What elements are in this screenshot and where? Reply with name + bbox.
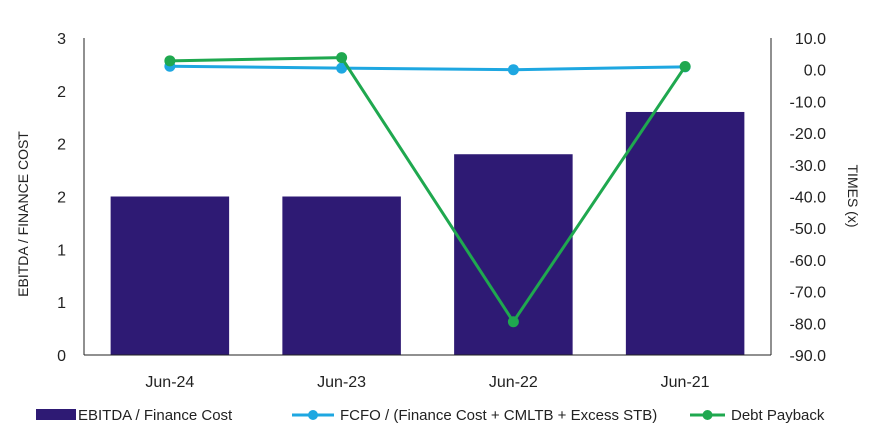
lines-layer <box>164 52 691 328</box>
left-axis-title: EBITDA / FINANCE COST <box>15 131 31 297</box>
left-tick-label: 1 <box>57 295 66 312</box>
left-tick-label: 3 <box>57 31 66 48</box>
left-tick-label: 1 <box>57 242 66 259</box>
right-tick-label: 10.0 <box>795 31 826 48</box>
category-label: Jun-23 <box>317 374 366 391</box>
left-tick-label: 2 <box>57 190 66 207</box>
axes-layer <box>83 38 772 356</box>
data-point <box>336 52 348 64</box>
category-labels: Jun-24 Jun-23 Jun-22 Jun-21 <box>145 374 709 391</box>
bar <box>110 196 230 355</box>
right-axis-title: TIMES (x) <box>845 165 861 228</box>
category-label: Jun-24 <box>145 374 194 391</box>
data-point <box>507 64 519 76</box>
data-point <box>679 61 691 73</box>
data-point <box>164 55 176 67</box>
category-label: Jun-21 <box>661 374 710 391</box>
right-tick-label: -50.0 <box>790 221 827 238</box>
bars-layer <box>110 111 745 355</box>
right-tick-labels: 10.0 0.0 -10.0 -20.0 -30.0 -40.0 -50.0 -60.0 -70… <box>790 31 827 365</box>
series-line <box>169 64 686 72</box>
right-tick-label: -30.0 <box>790 158 827 175</box>
legend-label: Debt Payback <box>731 407 825 424</box>
bar <box>625 111 745 355</box>
right-tick-label: 0.0 <box>804 63 826 80</box>
left-tick-label: 2 <box>57 84 66 101</box>
right-tick-label: -90.0 <box>790 348 827 365</box>
category-label: Jun-22 <box>489 374 538 391</box>
legend-label: FCFO / (Finance Cost + CMLTB + Excess ST… <box>340 407 657 424</box>
legend-marker <box>308 410 318 420</box>
left-tick-label: 2 <box>57 137 66 154</box>
right-tick-label: -80.0 <box>790 316 827 333</box>
series-line <box>169 56 687 324</box>
right-tick-label: -10.0 <box>790 94 827 111</box>
legend-label: EBITDA / Finance Cost <box>78 407 233 424</box>
data-point <box>336 62 348 74</box>
right-tick-label: -60.0 <box>790 253 827 270</box>
legend-swatch <box>36 409 76 420</box>
legend-marker <box>702 410 713 420</box>
left-tick-label: 0 <box>57 348 66 365</box>
data-point <box>507 316 519 328</box>
left-tick-labels: 0 1 1 2 2 2 3 <box>57 31 66 365</box>
right-tick-label: -40.0 <box>790 190 827 207</box>
right-tick-label: -70.0 <box>790 285 827 302</box>
bar <box>282 196 401 355</box>
legend: EBITDA / Finance Cost FCFO / (Finance Cos… <box>36 407 825 424</box>
right-tick-label: -20.0 <box>790 126 827 143</box>
